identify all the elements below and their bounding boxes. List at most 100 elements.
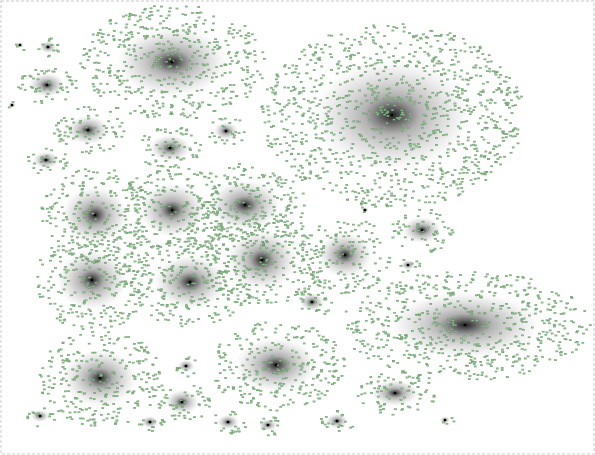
node — [64, 266, 67, 268]
node — [71, 182, 75, 185]
node — [301, 87, 305, 89]
node — [385, 344, 388, 347]
node — [370, 64, 374, 67]
node — [91, 239, 95, 242]
node — [243, 25, 247, 27]
node — [266, 139, 270, 142]
node — [289, 223, 293, 226]
node — [332, 382, 336, 384]
node — [404, 214, 407, 217]
node — [87, 152, 91, 155]
node — [300, 131, 303, 134]
node — [549, 309, 552, 311]
node — [377, 387, 380, 390]
node — [112, 246, 116, 248]
node — [319, 303, 322, 306]
node — [249, 52, 252, 55]
node — [454, 330, 458, 333]
node — [239, 302, 243, 305]
node — [156, 319, 160, 321]
node — [405, 349, 409, 352]
node — [500, 91, 503, 94]
node — [451, 231, 455, 234]
node — [194, 219, 198, 221]
node — [95, 88, 99, 91]
node — [89, 226, 92, 228]
node — [286, 403, 290, 406]
node — [472, 373, 476, 375]
node — [152, 374, 155, 377]
node — [124, 281, 128, 284]
node — [557, 294, 560, 297]
node — [79, 120, 82, 122]
node — [59, 383, 63, 385]
node — [369, 84, 373, 87]
node — [131, 14, 135, 16]
node — [492, 148, 495, 150]
node — [205, 227, 209, 229]
node — [191, 274, 194, 277]
node — [185, 394, 189, 397]
node — [128, 44, 131, 47]
node — [458, 97, 462, 99]
node — [90, 290, 94, 293]
node — [125, 365, 128, 367]
node — [247, 294, 251, 296]
node — [35, 413, 39, 416]
node — [169, 132, 172, 134]
node — [187, 226, 191, 229]
node — [103, 271, 106, 273]
node — [423, 50, 427, 53]
node — [70, 304, 74, 306]
node — [214, 191, 218, 194]
node — [230, 410, 234, 413]
node — [275, 409, 279, 412]
node — [137, 187, 141, 190]
node — [102, 133, 106, 136]
node — [363, 191, 367, 194]
node — [468, 375, 472, 377]
node — [361, 240, 365, 243]
node — [270, 188, 274, 191]
node — [270, 250, 273, 253]
node — [467, 378, 471, 380]
node — [393, 230, 397, 232]
node — [476, 343, 480, 345]
node — [574, 308, 577, 310]
node — [350, 53, 354, 56]
node — [379, 408, 382, 411]
node — [459, 183, 462, 185]
node — [78, 201, 81, 203]
node — [239, 394, 243, 396]
node — [302, 48, 306, 51]
node — [223, 174, 227, 177]
node — [94, 186, 97, 189]
node — [477, 171, 480, 173]
node — [528, 286, 532, 289]
node — [176, 404, 180, 407]
node — [484, 150, 488, 153]
node — [208, 242, 212, 245]
node — [100, 400, 104, 403]
node — [157, 266, 161, 269]
node — [280, 371, 284, 374]
node — [155, 56, 159, 58]
node — [362, 287, 366, 289]
node — [364, 37, 367, 40]
node — [194, 212, 198, 215]
node — [564, 306, 568, 309]
node — [201, 101, 204, 104]
node — [212, 237, 216, 240]
node — [445, 100, 449, 103]
node — [280, 182, 284, 185]
node — [273, 391, 277, 394]
node — [374, 205, 377, 208]
node — [214, 261, 218, 264]
node — [441, 173, 444, 176]
node — [367, 287, 370, 289]
node — [390, 97, 394, 100]
node — [231, 132, 234, 135]
node — [357, 235, 360, 238]
node — [475, 150, 479, 153]
node — [102, 125, 106, 127]
